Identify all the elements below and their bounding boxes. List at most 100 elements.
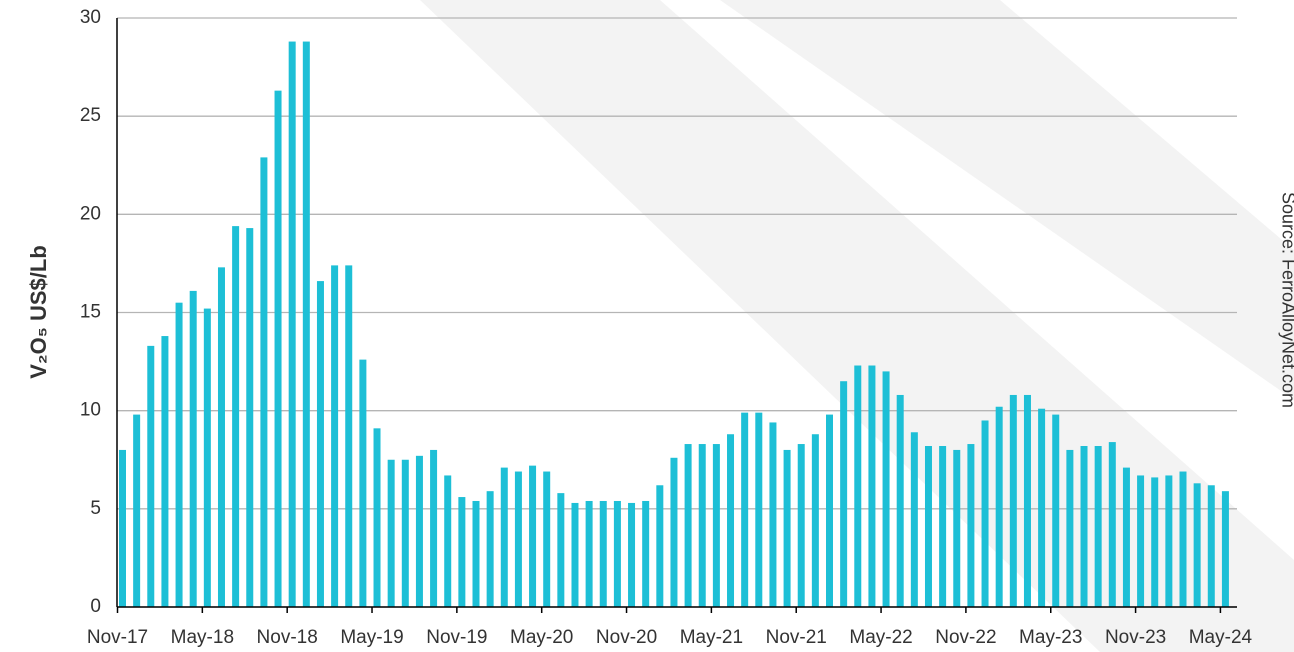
x-tick-label: Nov-21: [766, 627, 827, 648]
y-tick-label: 20: [80, 203, 101, 224]
bar: [670, 457, 678, 607]
bar: [882, 371, 890, 607]
x-tick-label: May-24: [1189, 627, 1253, 648]
x-tick-label: Nov-19: [426, 627, 487, 648]
bar: [1023, 394, 1031, 607]
bar: [1066, 449, 1074, 607]
bar: [854, 365, 862, 607]
bar: [642, 500, 650, 607]
bar: [1038, 408, 1046, 607]
bar: [910, 432, 918, 607]
bar: [331, 265, 339, 607]
bar: [458, 497, 466, 607]
y-tick-label: 15: [80, 302, 101, 323]
bar: [246, 228, 254, 607]
bar: [359, 359, 367, 607]
bar: [529, 465, 537, 607]
bar: [1122, 467, 1130, 607]
y-tick-label: 5: [90, 498, 101, 519]
bar: [557, 493, 565, 607]
watermark: [720, 0, 1294, 400]
bar: [571, 502, 579, 607]
bar: [981, 420, 989, 607]
bar: [543, 471, 551, 607]
bar: [585, 500, 593, 607]
x-tick-label: Nov-23: [1105, 627, 1166, 648]
bar: [203, 308, 211, 607]
bar: [217, 267, 225, 607]
bar: [514, 471, 522, 607]
bar: [260, 157, 268, 607]
bar: [868, 365, 876, 607]
bar: [1165, 475, 1173, 607]
bar: [430, 449, 438, 607]
bar: [302, 41, 310, 608]
bar: [147, 345, 155, 607]
x-tick-label: May-19: [340, 627, 403, 648]
x-tick-label: May-23: [1019, 627, 1082, 648]
bar: [401, 459, 409, 607]
y-tick-label: 30: [80, 7, 101, 28]
y-tick-label: 0: [90, 596, 101, 617]
bar: [698, 444, 706, 607]
bar: [797, 444, 805, 607]
bar: [1193, 483, 1201, 607]
bar: [133, 414, 141, 607]
bar: [953, 449, 961, 607]
bar: [628, 502, 636, 607]
bar: [274, 90, 282, 608]
bar: [684, 444, 692, 607]
bar: [1207, 485, 1215, 607]
y-tick-label: 10: [80, 400, 101, 421]
bar: [1052, 414, 1060, 607]
bar: [232, 226, 240, 607]
bar: [345, 265, 353, 607]
bar: [1151, 477, 1159, 607]
bar: [161, 336, 169, 607]
x-tick-label: May-18: [171, 627, 234, 648]
bar: [1179, 471, 1187, 607]
bar: [288, 41, 296, 608]
bar: [500, 467, 508, 607]
bar: [939, 446, 947, 607]
bar: [896, 394, 904, 607]
bar: [741, 412, 749, 607]
bar: [924, 446, 932, 607]
x-tick-label: May-20: [510, 627, 573, 648]
bar: [486, 491, 494, 607]
x-tick-label: Nov-22: [935, 627, 996, 648]
bar: [119, 449, 126, 607]
bar: [189, 290, 197, 607]
watermark: [420, 0, 1294, 652]
y-tick-label: 25: [80, 105, 101, 126]
bar: [995, 406, 1003, 607]
x-tick-label: Nov-20: [596, 627, 657, 648]
bar: [316, 281, 324, 607]
bar: [599, 500, 607, 607]
bar: [1137, 475, 1145, 607]
bar: [712, 444, 720, 607]
bar: [1009, 394, 1017, 607]
bar: [613, 500, 621, 607]
bar: [373, 428, 381, 607]
bar: [1108, 442, 1116, 607]
bar: [727, 434, 735, 607]
bar: [811, 434, 819, 607]
bar: [967, 444, 975, 607]
bar: [656, 485, 664, 607]
y-axis-label: V₂O₅ US$/Lb: [26, 245, 51, 379]
bar: [769, 422, 777, 607]
x-tick-label: Nov-17: [87, 627, 148, 648]
bar: [1080, 446, 1088, 607]
source: Source: FerroAlloyNet.com: [1278, 192, 1294, 408]
x-tick-label: May-22: [849, 627, 912, 648]
bar: [175, 302, 183, 607]
bar: [1094, 446, 1102, 607]
bar: [387, 459, 395, 607]
bar: [415, 455, 423, 607]
bar: [755, 412, 763, 607]
bar: [444, 475, 452, 607]
bar: [783, 449, 791, 607]
x-tick-label: May-21: [680, 627, 743, 648]
